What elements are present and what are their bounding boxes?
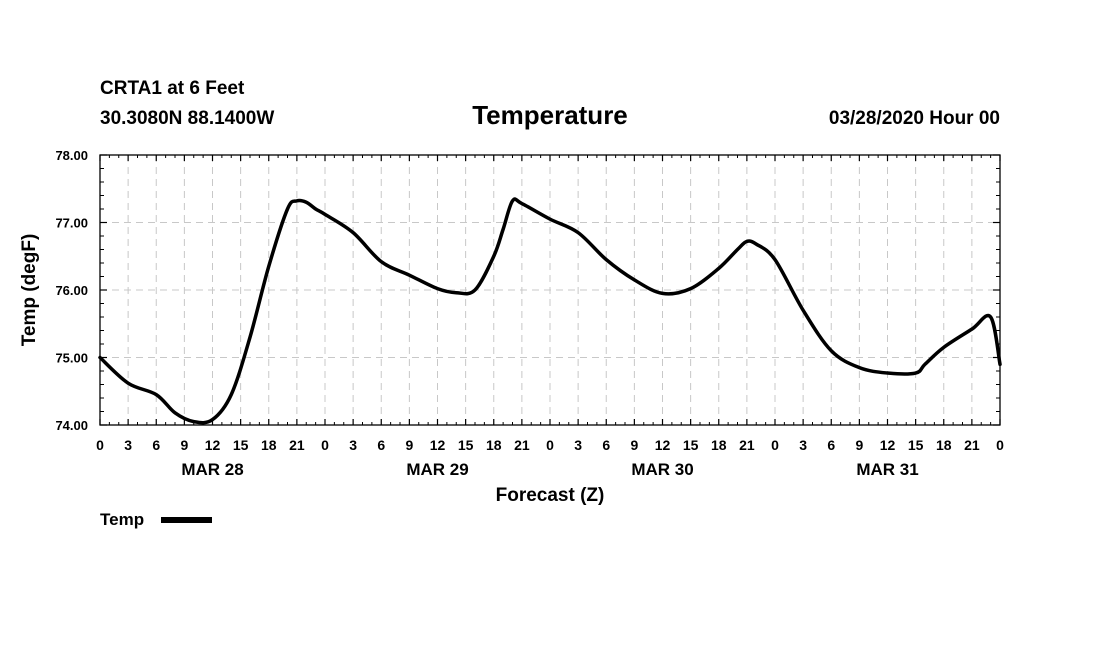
x-tick-label: 6 <box>377 437 385 453</box>
x-tick-label: 21 <box>514 437 530 453</box>
date-label: MAR 30 <box>631 460 693 479</box>
x-tick-label: 3 <box>349 437 357 453</box>
x-tick-label: 0 <box>321 437 329 453</box>
x-tick-label: 12 <box>205 437 221 453</box>
x-tick-label: 9 <box>630 437 638 453</box>
x-tick-label: 3 <box>124 437 132 453</box>
x-tick-label: 12 <box>430 437 446 453</box>
x-tick-label: 3 <box>799 437 807 453</box>
date-label: MAR 29 <box>406 460 468 479</box>
x-tick-label: 6 <box>602 437 610 453</box>
x-tick-label: 21 <box>289 437 305 453</box>
x-tick-label: 9 <box>180 437 188 453</box>
x-tick-label: 9 <box>855 437 863 453</box>
x-tick-label: 15 <box>458 437 474 453</box>
x-tick-label: 21 <box>964 437 980 453</box>
x-tick-label: 12 <box>880 437 896 453</box>
y-tick-label: 76.00 <box>55 283 88 298</box>
x-tick-label: 12 <box>655 437 671 453</box>
x-tick-label: 3 <box>574 437 582 453</box>
temp-series-line <box>98 197 1002 425</box>
x-axis-title: Forecast (Z) <box>496 485 605 506</box>
axis-labels: 0 3 6 9 12 15 18 21 0 3 6 9 12 15 18 21 0 3 6 9 12 15 18 21 0 3 6 9… <box>55 148 1004 479</box>
x-tick-label: 21 <box>739 437 755 453</box>
y-axis-title: Temp (degF) <box>19 234 40 347</box>
y-tick-label: 77.00 <box>55 216 88 231</box>
x-tick-label: 15 <box>233 437 249 453</box>
station-label: CRTA1 at 6 Feet <box>100 78 245 99</box>
legend-label: Temp <box>100 510 144 529</box>
x-tick-label: 18 <box>486 437 502 453</box>
x-tick-label: 0 <box>546 437 554 453</box>
date-label: MAR 31 <box>856 460 918 479</box>
series-layer <box>98 197 1002 425</box>
x-tick-label: 15 <box>683 437 699 453</box>
x-tick-label: 18 <box>261 437 277 453</box>
y-tick-label: 75.00 <box>55 351 88 366</box>
location-label: 30.3080N 88.1400W <box>100 108 274 129</box>
y-tick-label: 78.00 <box>55 148 88 163</box>
x-tick-label: 6 <box>827 437 835 453</box>
grid <box>100 155 1000 425</box>
chart-title: Temperature <box>472 100 628 130</box>
axis-ticks <box>99 154 1001 426</box>
x-tick-label: 18 <box>711 437 727 453</box>
x-tick-label: 15 <box>908 437 924 453</box>
x-tick-label: 0 <box>96 437 104 453</box>
x-tick-label: 0 <box>996 437 1004 453</box>
date-label: MAR 28 <box>181 460 243 479</box>
x-tick-label: 6 <box>152 437 160 453</box>
x-tick-label: 9 <box>405 437 413 453</box>
run-time-label: 03/28/2020 Hour 00 <box>829 108 1000 129</box>
y-tick-label: 74.00 <box>55 418 88 433</box>
x-tick-label: 0 <box>771 437 779 453</box>
x-tick-label: 18 <box>936 437 952 453</box>
